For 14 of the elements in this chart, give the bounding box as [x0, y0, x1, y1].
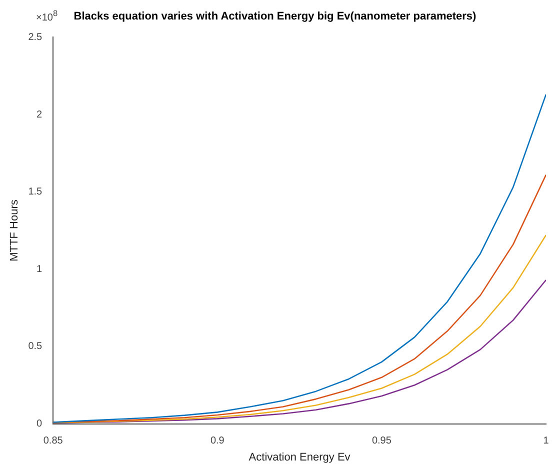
y-tick-label: 2.5: [28, 32, 43, 43]
y-tick-label: 1.5: [28, 186, 43, 198]
y-tick-label: 0: [36, 418, 43, 430]
x-tick-label: 0.85: [43, 436, 64, 447]
x-tick-label: 0.95: [372, 436, 392, 447]
x-tick-label: 0.9: [210, 436, 225, 447]
y-axis-title: MTTF Hours: [8, 199, 21, 262]
x-axis-title: Activation Energy Ev: [248, 451, 351, 464]
y-tick-label: 2: [36, 109, 43, 120]
x-tick-label: 1: [543, 436, 550, 447]
text: ×10$^{8}$: [36, 8, 58, 24]
y-tick-label: 1: [36, 264, 43, 275]
y-tick-label: 0.5: [28, 341, 43, 352]
chart-title: Blacks equation varies with Activation Energy big Ev(nanometer parameters): [74, 10, 477, 23]
